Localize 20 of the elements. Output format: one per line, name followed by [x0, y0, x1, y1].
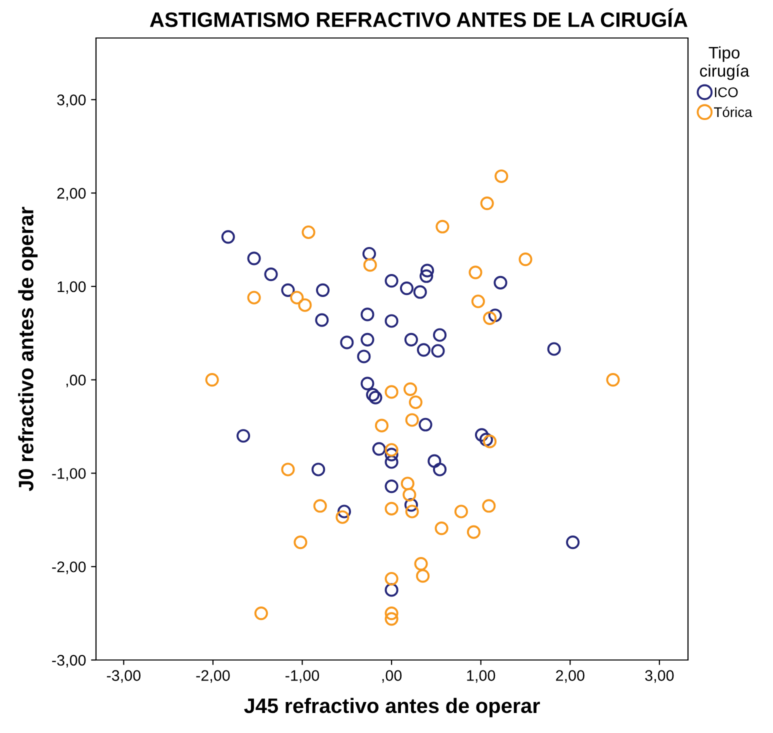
- y-tick-label: -3,00: [52, 654, 86, 668]
- legend-label: Tórica: [714, 106, 752, 118]
- y-tick-label: -1,00: [52, 468, 86, 481]
- x-tick-label: 3,00: [645, 670, 674, 683]
- y-tick-label: ,00: [66, 374, 86, 388]
- x-axis-title: J45 refractivo antes de operar: [244, 698, 540, 718]
- x-tick-label: -3,00: [106, 670, 140, 683]
- y-tick-label: 1,00: [58, 281, 86, 294]
- chart-title: ASTIGMATISMO REFRACTIVO ANTES DE LA CIRUGÍA: [150, 8, 688, 28]
- x-tick-label: 2,00: [556, 670, 584, 683]
- legend-label: ICO: [714, 87, 738, 98]
- x-tick-label: -2,00: [196, 670, 230, 683]
- x-tick-label: -1,00: [286, 670, 320, 683]
- y-tick-label: 2,00: [57, 188, 86, 201]
- x-tick-label: 1,00: [467, 670, 496, 683]
- y-tick-label: 3,00: [57, 94, 86, 108]
- x-tick-label: ,00: [382, 670, 402, 683]
- legend-title: Tipo cirugía: [700, 46, 750, 80]
- y-axis-title: J0 refractivo antes de operar: [18, 206, 38, 492]
- y-tick-label: -2,00: [52, 561, 86, 574]
